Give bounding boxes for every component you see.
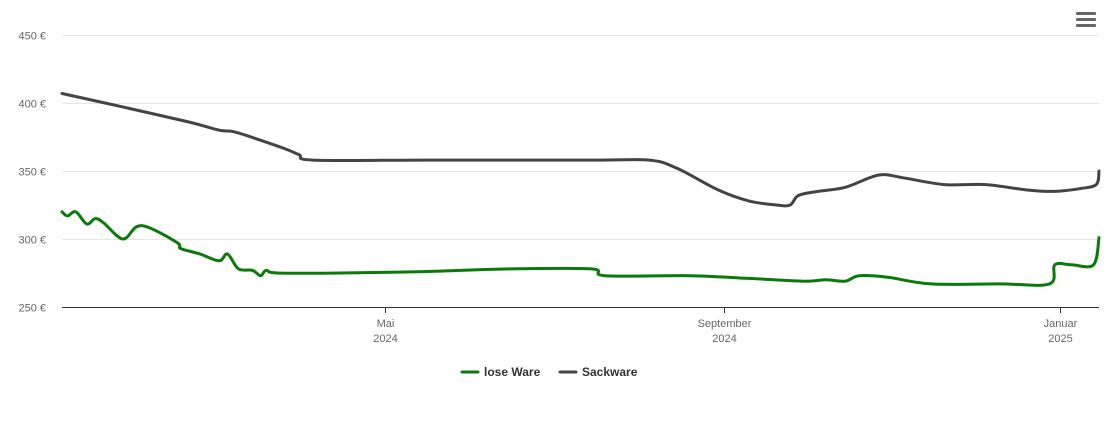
series-line-sackware[interactable] [60,92,1101,208]
y-tick-label: 450 € [18,31,46,43]
x-tick-label-year: 2025 [1048,333,1072,345]
x-axis: Mai 2024 September 2024 Januar 2025 [62,307,1099,345]
legend-label: lose Ware [484,365,541,379]
y-tick-label: 250 € [18,303,46,315]
series-lines [60,92,1101,287]
x-tick-label-month: September [698,318,752,330]
legend-item-lose-ware[interactable]: lose Ware [460,365,541,379]
x-tick-label-month: Mai [377,318,395,330]
x-tick-label-month: Januar [1044,318,1078,330]
grid-lines [62,35,1099,240]
y-tick-label: 350 € [18,167,46,179]
y-tick-label: 400 € [18,99,46,111]
y-axis: 250 € 300 € 350 € 400 € 450 € [18,31,46,315]
legend-item-sackware[interactable]: Sackware [558,365,638,379]
chart-menu-icon[interactable] [1076,12,1096,30]
series-line-lose-ware[interactable] [60,210,1101,287]
legend[interactable]: lose Ware Sackware [460,365,638,379]
y-tick-label: 300 € [18,235,46,247]
x-tick-label-year: 2024 [373,333,397,345]
legend-label: Sackware [582,365,638,379]
x-tick-label-year: 2024 [712,333,736,345]
